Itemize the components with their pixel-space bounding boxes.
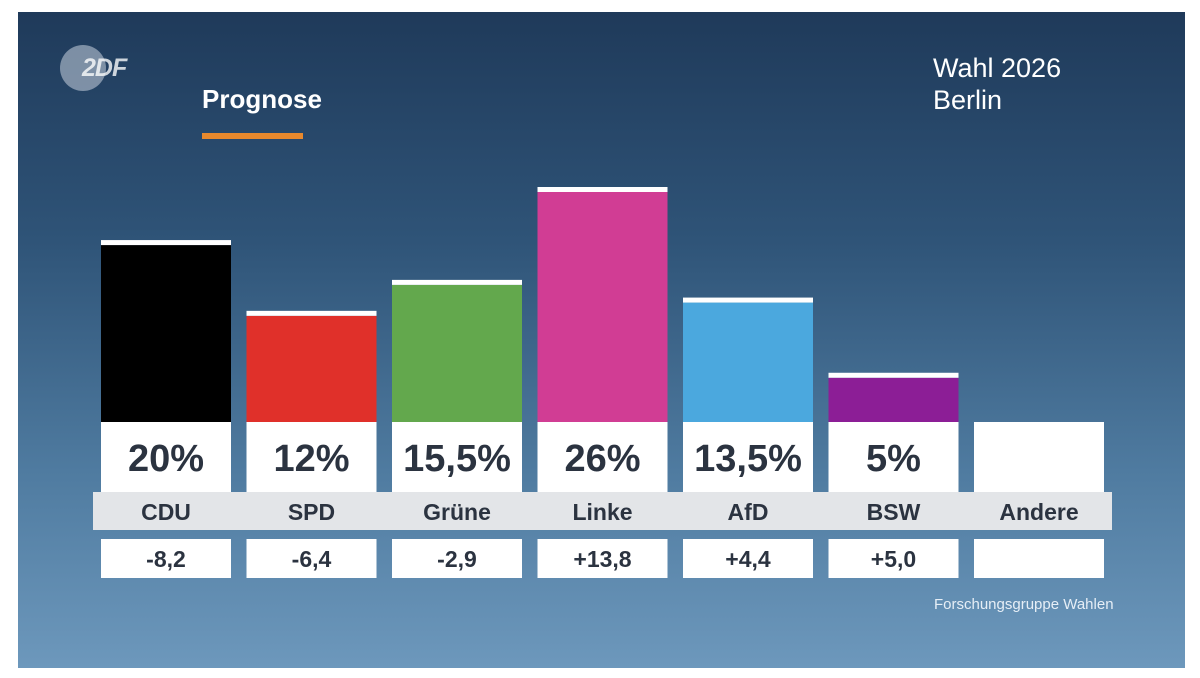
value-label-spd: 12% xyxy=(273,438,349,480)
broadcast-graphic: 2DF Prognose Wahl 2026 Berlin 20% CDU -8,2… xyxy=(18,12,1185,668)
party-label-bsw: BSW xyxy=(867,499,921,525)
value-box-bsw xyxy=(828,422,959,492)
bar-cap-afd xyxy=(683,297,813,303)
party-box-andere xyxy=(966,492,1112,530)
logo-text: 2DF xyxy=(82,54,127,82)
bar-bsw xyxy=(828,377,959,422)
value-box-cdu xyxy=(101,422,231,492)
party-label-cdu: CDU xyxy=(141,499,191,525)
value-label-gr-ne: 15,5% xyxy=(403,438,511,480)
change-label-spd: -6,4 xyxy=(292,546,332,572)
party-label-afd: AfD xyxy=(728,499,769,525)
bar-chart: 20% CDU -8,2 12% SPD -6,4 15,5% Grüne -2,9 26% Lin… xyxy=(93,187,1112,578)
title-line-2: Berlin xyxy=(933,85,1003,115)
party-box-bsw xyxy=(820,492,967,530)
logo-circle-icon xyxy=(60,45,106,91)
party-box-spd xyxy=(238,492,385,530)
change-label-linke: +13,8 xyxy=(573,546,631,572)
value-label-linke: 26% xyxy=(564,438,640,480)
value-box-spd xyxy=(246,422,377,492)
change-box-linke xyxy=(537,539,668,578)
source-credit: Forschungsgruppe Wahlen xyxy=(934,596,1114,613)
bar-cap-cdu xyxy=(101,240,231,246)
party-label-linke: Linke xyxy=(572,499,632,525)
change-box-gr-ne xyxy=(392,539,522,578)
party-box-cdu xyxy=(93,492,239,530)
election-title: Wahl 2026 Berlin xyxy=(933,52,1061,116)
value-label-bsw: 5% xyxy=(866,438,921,480)
party-label-andere: Andere xyxy=(999,499,1078,525)
bar-cap-linke xyxy=(537,187,668,192)
value-box-linke xyxy=(537,422,668,492)
bar-afd xyxy=(683,302,813,422)
party-label-gr-ne: Grüne xyxy=(423,499,491,525)
value-label-afd: 13,5% xyxy=(694,438,802,480)
bar-gr-ne xyxy=(392,284,522,422)
value-box-andere xyxy=(974,422,1104,492)
party-box-linke xyxy=(529,492,676,530)
bar-cdu xyxy=(101,245,231,422)
change-box-andere xyxy=(974,539,1104,578)
bar-cap-bsw xyxy=(828,372,959,378)
title-line-1: Wahl 2026 xyxy=(933,53,1062,83)
bar-cap-gr-ne xyxy=(392,279,522,285)
change-label-bsw: +5,0 xyxy=(871,546,916,572)
value-box-gr-ne xyxy=(392,422,522,492)
heading-underline xyxy=(202,133,303,139)
party-box-gr-ne xyxy=(384,492,530,530)
change-box-afd xyxy=(683,539,813,578)
value-label-cdu: 20% xyxy=(128,438,204,480)
party-label-spd: SPD xyxy=(288,499,335,525)
prognose-heading: Prognose xyxy=(202,84,322,114)
change-label-cdu: -8,2 xyxy=(146,546,186,572)
change-label-afd: +4,4 xyxy=(725,546,771,572)
bar-cap-spd xyxy=(246,310,377,316)
bar-spd xyxy=(246,315,377,422)
bar-linke xyxy=(537,192,668,422)
change-box-bsw xyxy=(828,539,959,578)
change-box-cdu xyxy=(101,539,231,578)
change-box-spd xyxy=(246,539,377,578)
party-box-afd xyxy=(675,492,821,530)
value-box-afd xyxy=(683,422,813,492)
change-label-gr-ne: -2,9 xyxy=(437,546,477,572)
zdf-logo: 2DF xyxy=(60,45,150,95)
